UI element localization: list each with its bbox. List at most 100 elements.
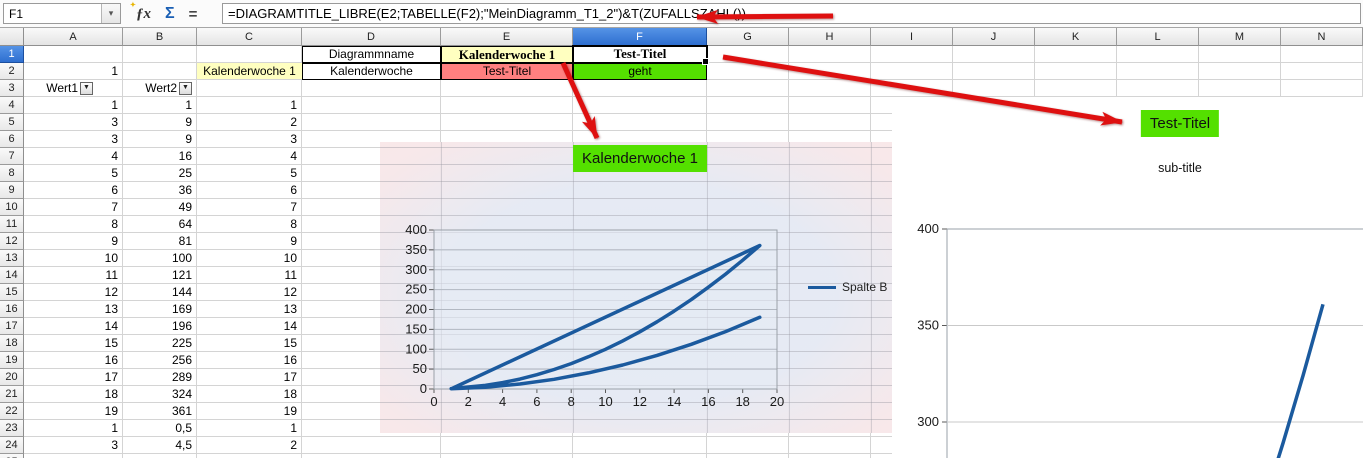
row-header-7[interactable]: 7: [0, 148, 24, 165]
row-header-10[interactable]: 10: [0, 199, 24, 216]
cell-A10[interactable]: 7: [111, 200, 118, 214]
cell-C22[interactable]: 19: [283, 404, 297, 418]
row-header-4[interactable]: 4: [0, 97, 24, 114]
row-header-16[interactable]: 16: [0, 301, 24, 318]
row-header-23[interactable]: 23: [0, 420, 24, 437]
sum-icon[interactable]: Σ: [165, 5, 175, 22]
cell-C11[interactable]: 8: [290, 217, 297, 231]
cell-C12[interactable]: 9: [290, 234, 297, 248]
row-header-19[interactable]: 19: [0, 352, 24, 369]
cell-B15[interactable]: 144: [171, 285, 192, 299]
cell-B22[interactable]: 361: [171, 404, 192, 418]
cell-A9[interactable]: 6: [111, 183, 118, 197]
row-header-3[interactable]: 3: [0, 80, 24, 97]
column-header-G[interactable]: G: [707, 28, 789, 46]
row-header-2[interactable]: 2: [0, 63, 24, 80]
cell-A24[interactable]: 3: [111, 438, 118, 452]
cell-C24[interactable]: 2: [290, 438, 297, 452]
cell-B24[interactable]: 4,5: [175, 438, 192, 452]
cell-A16[interactable]: 13: [104, 302, 118, 316]
row-header-17[interactable]: 17: [0, 318, 24, 335]
cell-B3[interactable]: Wert2 ▼: [123, 80, 197, 96]
cell-B5[interactable]: 9: [185, 115, 192, 129]
cell-B16[interactable]: 169: [171, 302, 192, 316]
cell-C20[interactable]: 17: [283, 370, 297, 384]
cell-A3[interactable]: Wert1 ▼: [24, 80, 123, 96]
cell-A2[interactable]: 1: [111, 64, 118, 78]
row-header-8[interactable]: 8: [0, 165, 24, 182]
column-header-F[interactable]: F: [573, 28, 707, 46]
cell-B6[interactable]: 9: [185, 132, 192, 146]
column-header-C[interactable]: C: [197, 28, 302, 46]
equals-icon[interactable]: =: [188, 5, 198, 23]
cell-C21[interactable]: 18: [283, 387, 297, 401]
row-header-11[interactable]: 11: [0, 216, 24, 233]
cell-B9[interactable]: 36: [178, 183, 192, 197]
row-header-22[interactable]: 22: [0, 403, 24, 420]
cell-B23[interactable]: 0,5: [175, 421, 192, 435]
cell-A8[interactable]: 5: [111, 166, 118, 180]
selection-fill-handle[interactable]: [702, 58, 709, 65]
column-header-H[interactable]: H: [789, 28, 871, 46]
cell-A7[interactable]: 4: [111, 149, 118, 163]
formula-input[interactable]: =DIAGRAMTITLE_LIBRE(E2;TABELLE(F2);"Mein…: [222, 3, 1361, 24]
cell-B19[interactable]: 256: [171, 353, 192, 367]
cell-C17[interactable]: 14: [283, 319, 297, 333]
cell-C14[interactable]: 11: [284, 268, 297, 282]
function-wizard-icon[interactable]: ƒx: [130, 1, 151, 23]
cell-C6[interactable]: 3: [290, 132, 297, 146]
cell-A13[interactable]: 10: [104, 251, 118, 265]
column-header-E[interactable]: E: [441, 28, 573, 46]
column-header-A[interactable]: A: [24, 28, 123, 46]
row-header-12[interactable]: 12: [0, 233, 24, 250]
cell-A6[interactable]: 3: [111, 132, 118, 146]
cell-C13[interactable]: 10: [283, 251, 297, 265]
cell-A11[interactable]: 8: [111, 217, 118, 231]
cell-D1[interactable]: Diagrammname: [302, 46, 441, 63]
cell-B10[interactable]: 49: [178, 200, 192, 214]
chart1-legend[interactable]: Spalte B: [808, 280, 887, 294]
cell-A4[interactable]: 1: [111, 98, 118, 112]
cell-B12[interactable]: 81: [178, 234, 192, 248]
cell-C18[interactable]: 15: [283, 336, 297, 350]
cell-C19[interactable]: 16: [283, 353, 297, 367]
row-header-20[interactable]: 20: [0, 369, 24, 386]
column-header-N[interactable]: N: [1281, 28, 1363, 46]
column-header-B[interactable]: B: [123, 28, 197, 46]
chart-kalenderwoche[interactable]: 0 50 100 150 200 250 300 350 400 0 2 4 6 8 10 12 14 16 18 2…: [380, 142, 903, 433]
row-header-5[interactable]: 5: [0, 114, 24, 131]
chart1-series-spalte-b[interactable]: [449, 243, 762, 391]
column-header-D[interactable]: D: [302, 28, 441, 46]
cell-B8[interactable]: 25: [178, 166, 192, 180]
row-header-15[interactable]: 15: [0, 284, 24, 301]
cell-A19[interactable]: 16: [104, 353, 118, 367]
cell-A21[interactable]: 18: [104, 387, 118, 401]
cell-B11[interactable]: 64: [178, 217, 192, 231]
row-header-13[interactable]: 13: [0, 250, 24, 267]
cell-C4[interactable]: 1: [290, 98, 297, 112]
cell-B14[interactable]: 121: [171, 268, 192, 282]
row-header-21[interactable]: 21: [0, 386, 24, 403]
cell-A5[interactable]: 3: [111, 115, 118, 129]
autofilter-dropdown-icon[interactable]: ▼: [179, 81, 192, 95]
row-header-18[interactable]: 18: [0, 335, 24, 352]
chart2-series-spalte-b[interactable]: [1263, 303, 1325, 458]
cell-B17[interactable]: 196: [171, 319, 192, 333]
cell-A17[interactable]: 14: [104, 319, 118, 333]
cell-C2[interactable]: Kalenderwoche 1: [197, 63, 302, 79]
cell-C23[interactable]: 1: [290, 421, 297, 435]
row-header-9[interactable]: 9: [0, 182, 24, 199]
column-header-K[interactable]: K: [1035, 28, 1117, 46]
cell-C7[interactable]: 4: [290, 149, 297, 163]
cell-A15[interactable]: 12: [104, 285, 118, 299]
row-header-24[interactable]: 24: [0, 437, 24, 454]
cell-C15[interactable]: 12: [283, 285, 297, 299]
column-header-J[interactable]: J: [953, 28, 1035, 46]
cell-F2[interactable]: geht: [573, 63, 707, 80]
cell-C8[interactable]: 5: [290, 166, 297, 180]
column-header-M[interactable]: M: [1199, 28, 1281, 46]
cell-A18[interactable]: 15: [104, 336, 118, 350]
cell-A12[interactable]: 9: [111, 234, 118, 248]
cell-F1[interactable]: Test-Titel: [613, 46, 667, 61]
cell-B4[interactable]: 1: [185, 98, 192, 112]
